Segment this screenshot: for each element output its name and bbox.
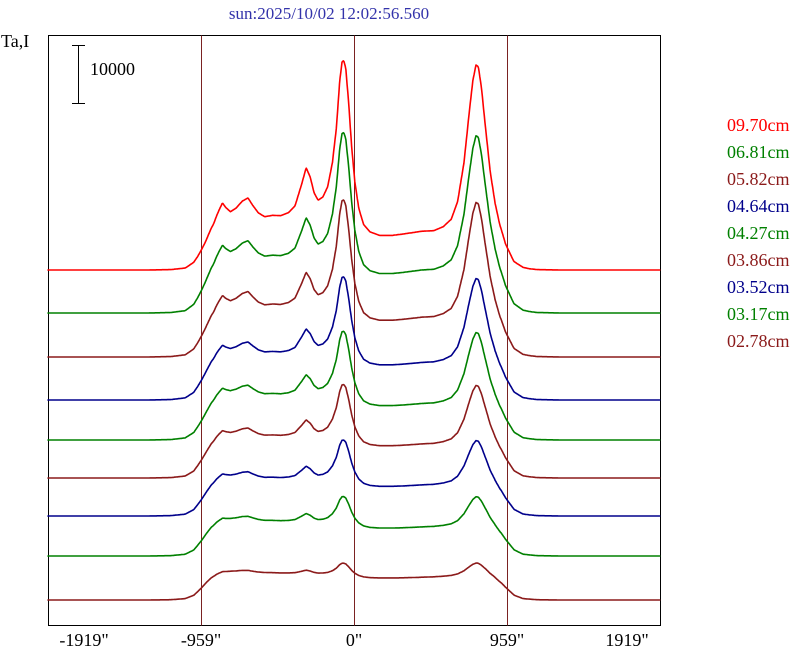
scan-curve-03.17cm (47, 495, 661, 557)
legend-item: 06.81cm (727, 142, 790, 162)
legend-item: 02.78cm (727, 331, 790, 351)
page-title: sun:2025/10/02 12:02:56.560 (228, 4, 430, 23)
x-tick-label: 1919" (605, 630, 649, 650)
legend-item: 09.70cm (727, 115, 790, 135)
scan-curve-02.78cm (47, 562, 661, 601)
wavelength-legend: 09.70cm 06.81cm 05.82cm 04.64cm 04.27cm 03.86… (727, 112, 790, 355)
scale-bar-label: 10000 (90, 59, 135, 79)
legend-item: 03.52cm (727, 277, 790, 297)
scan-curve-03.86cm (47, 383, 661, 479)
scan-curve-04.27cm (47, 330, 661, 441)
scan-curve-03.52cm (47, 439, 661, 517)
scan-curve-09.70cm (47, 59, 661, 271)
x-tick-label: -959" (180, 630, 222, 650)
x-tick-label: 959" (489, 630, 525, 650)
scan-curve-05.82cm (47, 199, 661, 358)
legend-item: 05.82cm (727, 169, 790, 189)
y-axis-label: Ta,I (1, 31, 30, 51)
x-tick-label: -1919" (59, 630, 109, 650)
x-tick-label: 0" (345, 630, 363, 650)
legend-item: 03.86cm (727, 250, 790, 270)
legend-item: 04.27cm (727, 223, 790, 243)
legend-item: 03.17cm (727, 304, 790, 324)
legend-item: 04.64cm (727, 196, 790, 216)
scan-curve-06.81cm (47, 131, 661, 314)
scan-curve-04.64cm (47, 276, 661, 401)
